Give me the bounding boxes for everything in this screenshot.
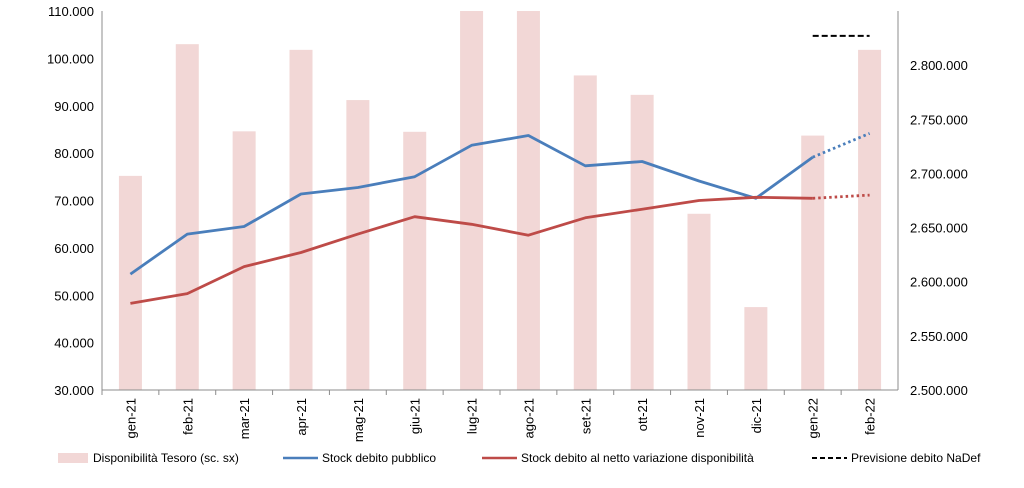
left-tick-label: 60.000 [54, 241, 94, 256]
lines-layer [129, 34, 871, 305]
series-forecast-1 [812, 193, 870, 200]
left-tick-label: 50.000 [54, 288, 94, 303]
series-line-1 [130, 195, 813, 305]
legend-label-debt: Stock debito pubblico [322, 451, 436, 465]
bar-giu-21 [403, 131, 427, 390]
legend-label-net-debt: Stock debito al netto variazione disponi… [521, 451, 754, 465]
bar-feb-22 [858, 49, 882, 390]
x-tick-label: gen-22 [806, 398, 821, 438]
legend-label-bars: Disponibilità Tesoro (sc. sx) [93, 451, 239, 465]
bar-set-21 [573, 75, 597, 391]
ticks-layer: 30.000 40.000 50.000 60.000 70.000 80.000 90.0… [47, 4, 968, 442]
right-tick-label: 2.650.000 [910, 221, 968, 236]
x-tick-label: lug-21 [465, 398, 480, 434]
bar-mar-21 [232, 131, 256, 390]
legend: Disponibilità Tesoro (sc. sx) Stock debi… [58, 451, 981, 465]
x-tick-label: ago-21 [521, 398, 536, 438]
bar-feb-21 [175, 44, 199, 390]
right-tick-label: 2.800.000 [910, 58, 968, 73]
bar-gen-21 [118, 175, 142, 390]
right-tick-label: 2.500.000 [910, 383, 968, 398]
series-line-0 [129, 134, 814, 276]
legend-swatch-bars [58, 453, 88, 463]
x-tick-label: ott-21 [635, 398, 650, 431]
left-tick-label: 30.000 [54, 383, 94, 398]
left-tick-label: 110.000 [48, 4, 94, 19]
x-tick-label: giu-21 [408, 398, 423, 434]
bar-gen-22 [801, 135, 825, 390]
right-tick-label: 2.700.000 [910, 166, 968, 181]
left-tick-label: 70.000 [54, 194, 94, 209]
bar-dic-21 [744, 307, 768, 390]
x-tick-label: gen-21 [123, 398, 138, 438]
axes-layer [101, 11, 899, 391]
x-tick-label: nov-21 [692, 398, 707, 438]
x-tick-label: mar-21 [237, 398, 252, 439]
left-tick-label: 40.000 [54, 336, 94, 351]
bar-lug-21 [460, 11, 484, 390]
bar-mag-21 [346, 100, 370, 390]
bar-apr-21 [289, 49, 313, 390]
bar-nov-21 [687, 213, 711, 390]
bar-ott-21 [630, 94, 654, 390]
left-tick-label: 100.000 [47, 51, 94, 66]
series-forecast-0 [812, 132, 871, 159]
right-tick-label: 2.750.000 [910, 112, 968, 127]
left-tick-label: 90.000 [54, 99, 94, 114]
legend-label-nadef: Previsione debito NaDef [851, 451, 981, 465]
x-tick-label: feb-22 [863, 398, 878, 435]
x-tick-label: mag-21 [351, 398, 366, 442]
right-tick-label: 2.600.000 [910, 275, 968, 290]
left-tick-label: 80.000 [54, 146, 94, 161]
bars-layer [118, 11, 882, 391]
right-tick-label: 2.550.000 [910, 329, 968, 344]
x-tick-label: apr-21 [294, 398, 309, 436]
x-tick-label: dic-21 [749, 398, 764, 433]
x-tick-label: set-21 [578, 398, 593, 434]
x-tick-label: feb-21 [180, 398, 195, 435]
bar-ago-21 [516, 11, 540, 390]
